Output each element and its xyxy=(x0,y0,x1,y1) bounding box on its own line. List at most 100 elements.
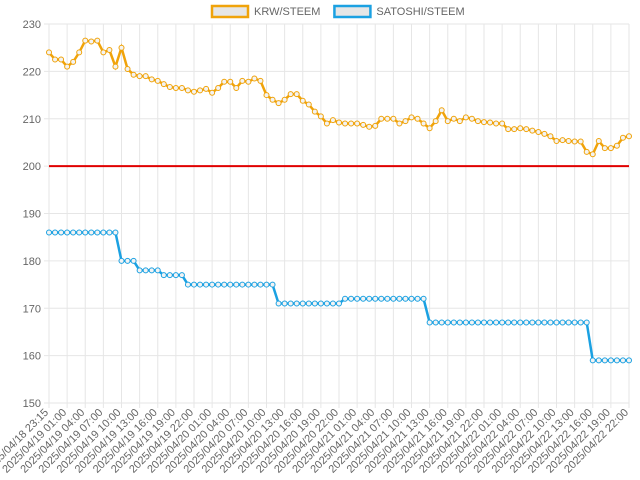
data-point xyxy=(438,319,445,326)
data-point xyxy=(329,300,336,307)
data-point xyxy=(52,229,59,236)
data-point xyxy=(626,357,632,364)
data-point xyxy=(197,281,204,288)
data-point xyxy=(136,267,143,274)
data-point xyxy=(317,113,324,120)
data-point xyxy=(82,229,89,236)
data-point xyxy=(372,122,379,129)
data-point xyxy=(595,357,602,364)
data-point xyxy=(70,229,77,236)
data-point xyxy=(88,229,95,236)
data-point xyxy=(336,300,342,307)
data-point xyxy=(354,295,361,302)
data-point xyxy=(221,281,228,288)
data-point xyxy=(595,138,602,145)
data-point xyxy=(342,120,349,127)
data-point xyxy=(263,92,270,99)
data-point xyxy=(281,96,288,103)
data-point xyxy=(251,75,258,82)
data-point xyxy=(565,138,572,145)
data-point xyxy=(450,115,457,122)
y-tick-label: 230 xyxy=(23,19,41,31)
data-point xyxy=(468,319,475,326)
data-point xyxy=(372,295,379,302)
data-point xyxy=(589,151,596,158)
data-point xyxy=(619,134,626,141)
data-point xyxy=(529,319,536,326)
data-point xyxy=(46,229,52,236)
data-point xyxy=(64,63,71,70)
data-point xyxy=(209,281,216,288)
data-point xyxy=(577,319,584,326)
data-point xyxy=(148,267,155,274)
data-point xyxy=(438,107,445,114)
data-point xyxy=(626,133,632,140)
legend-label: KRW/STEEM xyxy=(254,6,320,18)
data-point xyxy=(197,87,204,94)
data-point xyxy=(329,117,336,124)
data-point xyxy=(203,281,210,288)
data-point xyxy=(481,319,487,326)
data-point xyxy=(366,123,373,130)
data-point xyxy=(601,357,608,364)
data-point xyxy=(342,295,349,302)
data-point xyxy=(565,319,572,326)
y-tick-label: 220 xyxy=(23,66,41,78)
data-point xyxy=(245,78,252,85)
data-point xyxy=(251,281,258,288)
data-point xyxy=(100,49,107,56)
data-point xyxy=(414,295,421,302)
data-point xyxy=(257,77,264,84)
data-point xyxy=(311,108,318,115)
data-point xyxy=(553,138,560,145)
data-point xyxy=(426,319,433,326)
y-tick-label: 150 xyxy=(23,398,41,410)
data-point xyxy=(360,121,367,128)
data-point xyxy=(58,56,65,63)
data-point xyxy=(82,37,89,44)
data-point xyxy=(299,97,306,104)
data-point xyxy=(293,91,300,98)
data-point xyxy=(511,126,518,133)
data-point xyxy=(547,319,554,326)
data-point xyxy=(378,115,385,122)
y-tick-label: 200 xyxy=(23,161,41,173)
data-point xyxy=(154,77,161,84)
data-point xyxy=(450,319,457,326)
data-point xyxy=(499,319,506,326)
data-point xyxy=(191,281,197,288)
data-point xyxy=(58,229,65,236)
legend-swatch xyxy=(333,4,372,19)
data-point xyxy=(426,125,433,132)
data-point xyxy=(239,77,246,84)
data-point xyxy=(432,319,439,326)
data-point xyxy=(505,319,512,326)
data-point xyxy=(305,101,312,108)
y-tick-label: 180 xyxy=(23,256,41,268)
data-point xyxy=(523,319,530,326)
data-point xyxy=(402,118,409,125)
data-point xyxy=(317,300,324,307)
data-point xyxy=(414,115,421,122)
data-point xyxy=(203,85,210,92)
data-point xyxy=(269,281,276,288)
data-point xyxy=(487,319,494,326)
data-point xyxy=(136,73,143,80)
data-point xyxy=(287,91,294,98)
data-point xyxy=(233,84,240,91)
data-point xyxy=(487,119,494,126)
data-point xyxy=(420,120,427,127)
data-point xyxy=(601,145,608,152)
data-point xyxy=(613,357,620,364)
data-point xyxy=(571,319,578,326)
data-point xyxy=(106,47,113,54)
data-point xyxy=(215,281,222,288)
data-point xyxy=(535,129,542,136)
data-point xyxy=(390,115,397,122)
data-point xyxy=(517,125,524,132)
data-point xyxy=(178,272,185,279)
data-point xyxy=(52,56,59,63)
legend-label: SATOSHI/STEEM xyxy=(376,6,464,18)
data-point xyxy=(239,281,246,288)
